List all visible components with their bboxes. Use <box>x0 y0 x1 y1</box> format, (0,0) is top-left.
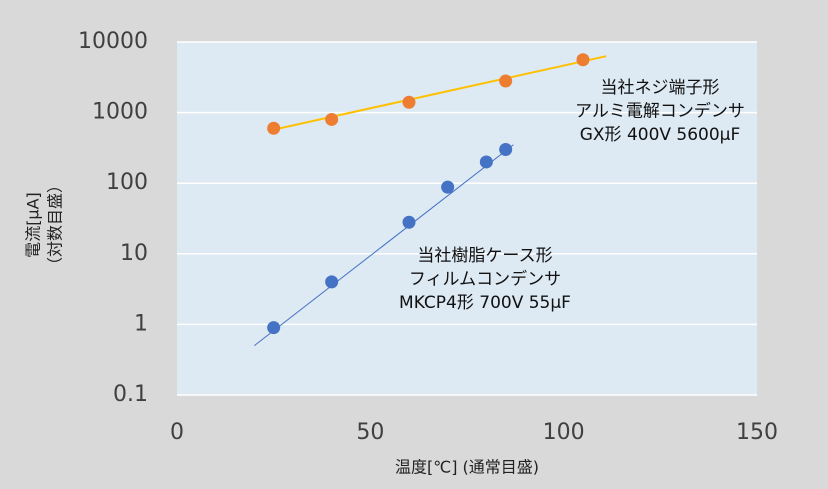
y-tick-label: 0.1 <box>113 382 148 407</box>
point <box>325 112 339 126</box>
x-tick-label: 150 <box>736 420 778 445</box>
annotation: GX形 400V 5600μF <box>580 125 741 145</box>
point <box>267 121 281 135</box>
y-tick-label: 1000 <box>92 100 148 125</box>
x-axis-label: 温度[℃] (通常目盛) <box>395 458 539 477</box>
trendline <box>267 55 607 132</box>
annotation: フィルムコンデンサ <box>409 269 561 290</box>
y-tick-label: 10000 <box>78 29 148 54</box>
y-tick-label: 100 <box>106 170 148 195</box>
trendline <box>254 144 514 347</box>
x-tick-label: 100 <box>543 420 585 445</box>
point <box>402 215 416 229</box>
y-tick-label: 1 <box>134 311 148 336</box>
annotation: 当社樹脂ケース形 <box>417 246 552 266</box>
y-axis-label: （対数目盛） <box>46 177 65 273</box>
point <box>267 321 281 335</box>
y-tick-label: 10 <box>120 241 148 266</box>
x-tick-label: 0 <box>170 420 184 445</box>
point <box>499 143 513 157</box>
annotation: 当社ネジ端子形 <box>601 78 720 98</box>
point <box>402 95 416 109</box>
point <box>576 53 590 67</box>
y-axis-label: 電流[μA] <box>24 192 43 258</box>
point <box>441 180 455 194</box>
point <box>499 74 513 88</box>
point <box>325 275 339 289</box>
point <box>479 155 493 169</box>
annotation: MKCP4形 700V 55μF <box>399 293 571 313</box>
annotation: アルミ電解コンデンサ <box>575 101 745 122</box>
x-tick-label: 50 <box>356 420 384 445</box>
plot-area <box>177 42 757 395</box>
